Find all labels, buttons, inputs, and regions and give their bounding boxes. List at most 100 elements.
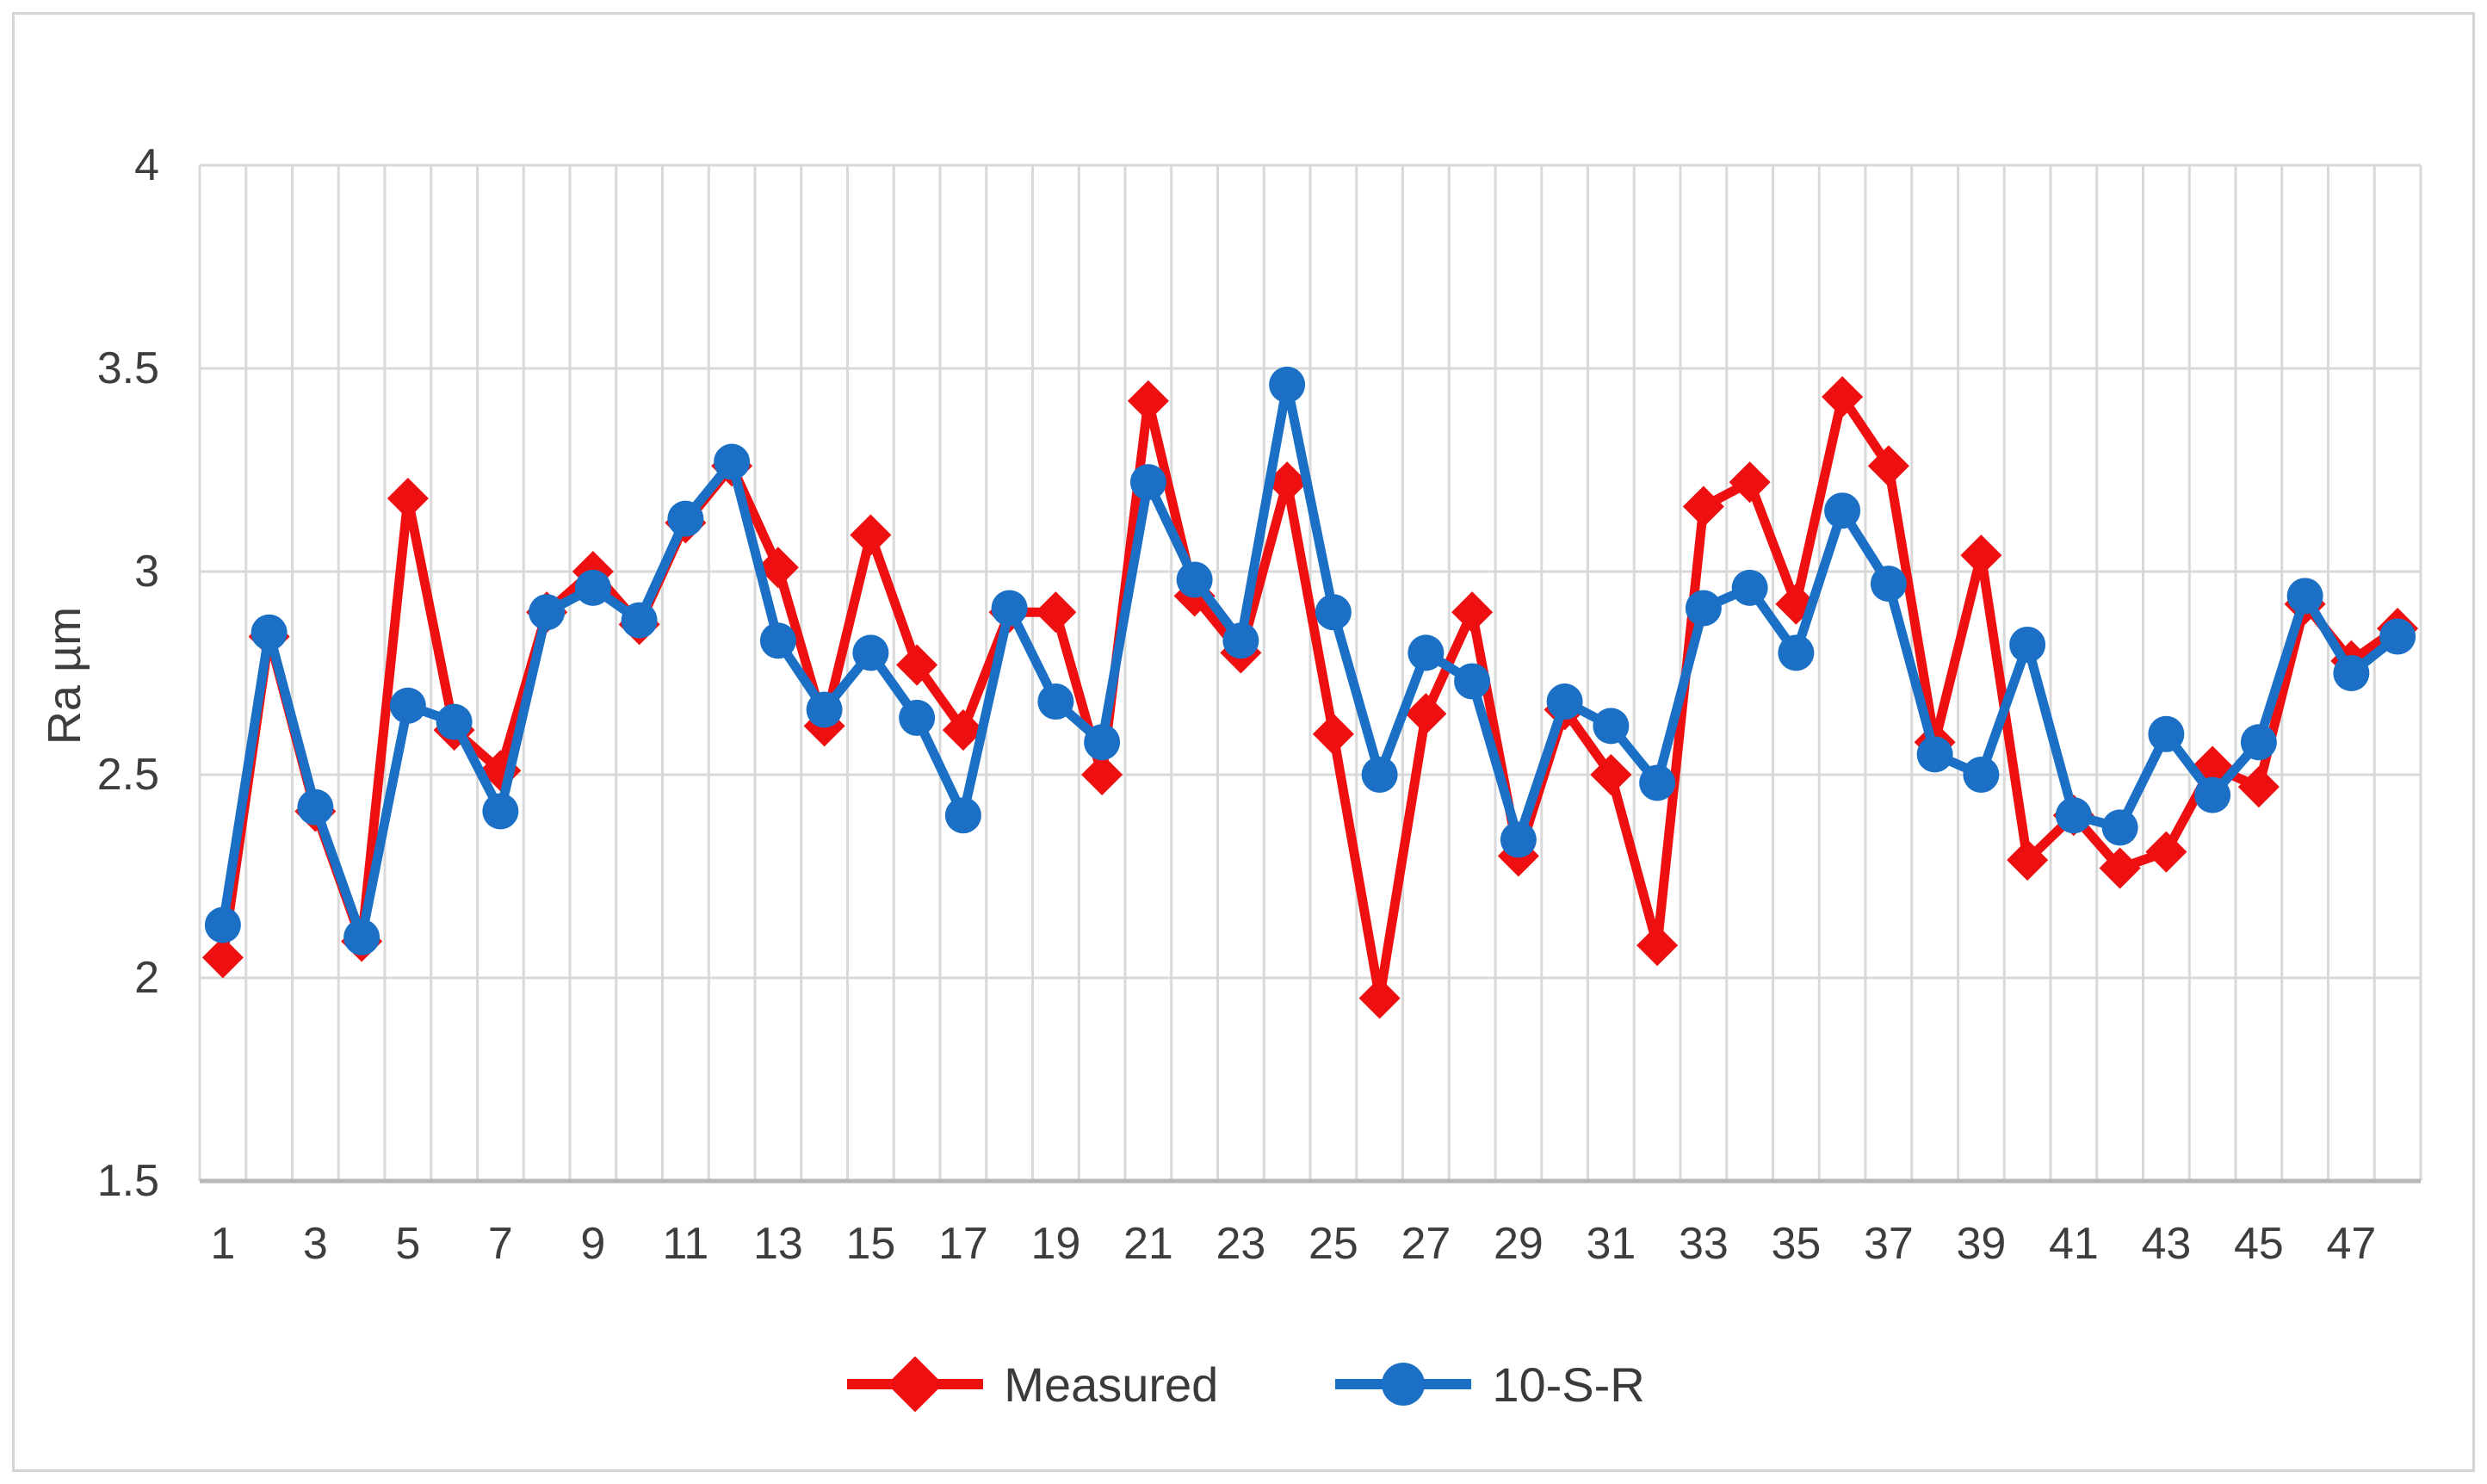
legend-item-10-s-r: 10-S-R (1330, 1357, 1645, 1413)
data-point-10-s-r (2148, 715, 2185, 752)
data-point-10-s-r (1685, 590, 1722, 627)
x-tick-label: 29 (1494, 1219, 1544, 1269)
data-point-measured (2007, 839, 2049, 881)
data-point-measured (1127, 380, 1169, 422)
y-tick-label: 4 (134, 140, 159, 190)
data-point-measured (757, 547, 799, 589)
x-tick-label: 43 (2141, 1219, 2191, 1269)
data-point-measured (1358, 977, 1401, 1019)
measured-series-swatch (847, 1357, 984, 1412)
data-point-10-s-r (1963, 757, 2000, 793)
data-point-10-s-r (899, 699, 936, 736)
data-point-10-s-r (852, 634, 889, 671)
x-tick-label: 31 (1586, 1219, 1636, 1269)
y-tick-label: 3.5 (97, 343, 159, 393)
data-point-10-s-r (1593, 708, 1630, 745)
x-tick-label: 33 (1679, 1219, 1729, 1269)
data-point-10-s-r (2194, 776, 2231, 813)
legend-label-10-s-r: 10-S-R (1492, 1357, 1645, 1412)
data-point-10-s-r (204, 906, 241, 943)
data-point-measured (1636, 924, 1679, 967)
data-point-measured (1729, 461, 1771, 504)
data-point-10-s-r (1361, 757, 1398, 793)
x-tick-label: 13 (753, 1219, 803, 1269)
data-point-10-s-r (2286, 578, 2323, 615)
data-point-10-s-r (343, 918, 380, 955)
data-point-measured (1822, 375, 1864, 418)
data-point-10-s-r (2055, 797, 2092, 834)
data-point-10-s-r (1824, 492, 1861, 529)
data-point-measured (1867, 445, 1909, 487)
data-point-10-s-r (1129, 464, 1166, 501)
data-point-10-s-r (1222, 622, 1259, 659)
data-point-measured (1682, 485, 1724, 528)
data-point-10-s-r (436, 703, 473, 740)
x-tick-label: 27 (1401, 1219, 1451, 1269)
x-tick-label: 21 (1123, 1219, 1173, 1269)
data-point-10-s-r (759, 622, 796, 659)
data-point-10-s-r (1315, 594, 1352, 631)
y-tick-label: 2 (134, 953, 159, 1003)
y-tick-label: 1.5 (97, 1156, 159, 1206)
x-tick-label: 25 (1308, 1219, 1358, 1269)
data-point-10-s-r (1176, 561, 1213, 598)
legend-item-measured: Measured (842, 1357, 1218, 1413)
data-point-10-s-r (1269, 366, 1306, 403)
x-tick-label: 45 (2234, 1219, 2284, 1269)
x-tick-label: 7 (488, 1219, 513, 1269)
data-point-measured (2145, 831, 2187, 873)
data-point-10-s-r (2101, 809, 2138, 846)
data-point-10-s-r (297, 788, 334, 825)
data-point-measured (387, 477, 429, 520)
data-point-10-s-r (1407, 634, 1445, 671)
data-point-10-s-r (2240, 724, 2277, 761)
x-tick-label: 5 (395, 1219, 420, 1269)
x-tick-label: 3 (303, 1219, 328, 1269)
data-point-measured (1451, 591, 1494, 634)
data-point-measured (1035, 591, 1077, 634)
data-point-10-s-r (991, 590, 1028, 627)
data-point-10-s-r (529, 594, 566, 631)
data-point-measured (850, 514, 892, 556)
data-point-measured (1960, 535, 2002, 577)
data-point-measured (1312, 713, 1354, 755)
data-point-10-s-r (621, 602, 658, 639)
x-tick-label: 23 (1216, 1219, 1265, 1269)
x-tick-label: 41 (2049, 1219, 2099, 1269)
x-tick-label: 35 (1771, 1219, 1821, 1269)
data-point-measured (2099, 847, 2141, 889)
x-tick-label: 17 (938, 1219, 988, 1269)
y-axis-title: Ra µm (39, 606, 90, 745)
y-tick-label: 3 (134, 547, 159, 597)
data-point-10-s-r (574, 569, 611, 606)
x-tick-label: 37 (1864, 1219, 1914, 1269)
data-point-10-s-r (1454, 663, 1491, 700)
data-point-10-s-r (1500, 821, 1537, 858)
x-tick-label: 1 (210, 1219, 235, 1269)
data-point-10-s-r (714, 443, 751, 480)
data-point-10-s-r (2333, 655, 2370, 691)
data-point-10-s-r (1546, 683, 1583, 720)
x-tick-label: 15 (845, 1219, 895, 1269)
x-tick-label: 47 (2326, 1219, 2376, 1269)
x-tick-label: 19 (1030, 1219, 1080, 1269)
data-point-10-s-r (1916, 736, 1953, 773)
data-point-10-s-r (806, 691, 843, 728)
data-point-10-s-r (1639, 764, 1676, 801)
data-point-10-s-r (1778, 634, 1815, 671)
data-point-10-s-r (389, 687, 426, 724)
x-tick-label: 9 (580, 1219, 605, 1269)
data-point-measured (2237, 766, 2280, 808)
data-point-10-s-r (1870, 566, 1907, 603)
data-point-10-s-r (1084, 724, 1121, 761)
data-point-10-s-r (2379, 618, 2416, 655)
data-point-10-s-r (251, 614, 288, 651)
x-tick-label: 39 (1956, 1219, 2006, 1269)
legend-label-measured: Measured (1004, 1357, 1219, 1412)
data-point-10-s-r (2009, 626, 2046, 663)
data-point-10-s-r (944, 797, 981, 834)
data-point-10-s-r (1731, 569, 1768, 606)
data-point-10-s-r (1037, 683, 1074, 720)
data-point-10-s-r (482, 793, 519, 830)
